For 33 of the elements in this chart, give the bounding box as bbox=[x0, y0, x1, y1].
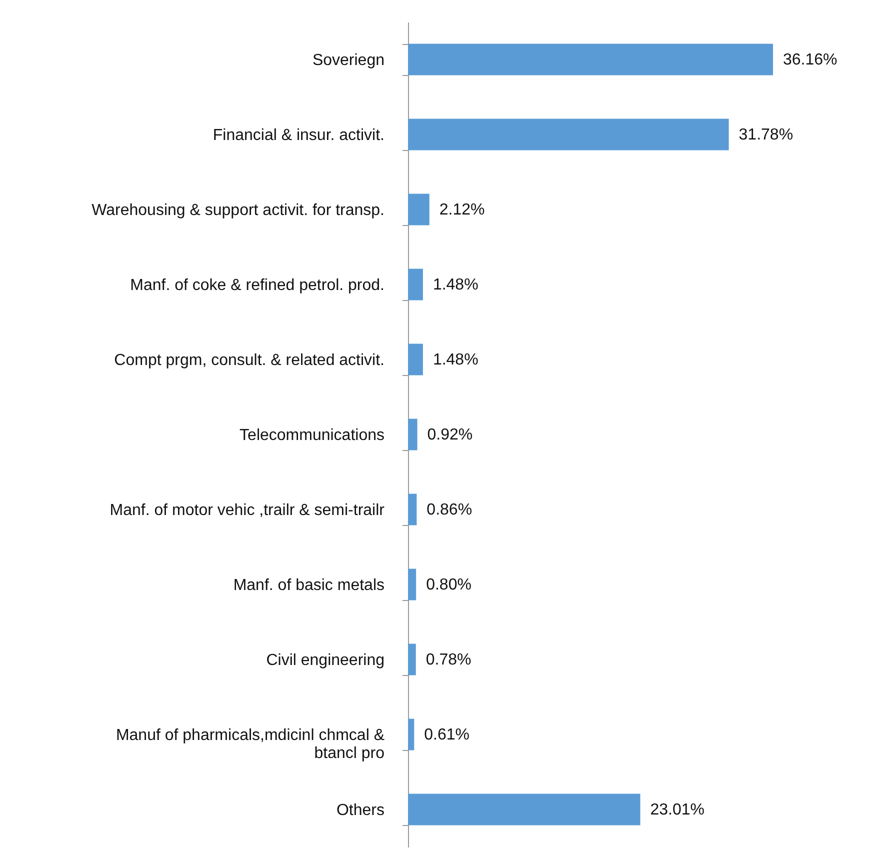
bar bbox=[408, 718, 414, 750]
y-tick-label: Telecommunications bbox=[240, 427, 384, 444]
y-tick-label: Financial & insur. activit. bbox=[212, 127, 384, 144]
y-tick-label: Manuf of pharmicals,mdicinl chmcal & btancl pro bbox=[116, 727, 385, 762]
y-tick-label: Manf. of coke & refined petrol. prod. bbox=[130, 277, 384, 294]
bar bbox=[408, 794, 640, 826]
bar bbox=[408, 44, 773, 76]
y-tick-label: Warehousing & support activit. for transp. bbox=[92, 202, 384, 219]
data-label: 2.12% bbox=[439, 202, 485, 218]
y-tick-label: Manf. of basic metals bbox=[233, 577, 384, 594]
data-label: 23.01% bbox=[650, 802, 705, 818]
data-label: 1.48% bbox=[432, 352, 478, 368]
bar bbox=[408, 418, 418, 450]
bar bbox=[408, 644, 416, 676]
data-label: 0.61% bbox=[424, 726, 470, 744]
bar bbox=[408, 268, 423, 300]
y-tick-label: Compt prgm, consult. & related activit. bbox=[114, 352, 384, 369]
data-label: 0.78% bbox=[426, 652, 472, 668]
data-label: 1.48% bbox=[432, 276, 478, 294]
bar bbox=[408, 118, 729, 150]
data-label: 0.86% bbox=[426, 502, 472, 518]
y-tick-label: Civil engineering bbox=[266, 652, 384, 669]
data-label: 36.16% bbox=[783, 52, 838, 68]
y-tick-label: Soveriegn bbox=[312, 52, 384, 69]
data-label: 31.78% bbox=[738, 126, 794, 144]
bar bbox=[408, 494, 417, 526]
data-label: 0.92% bbox=[427, 426, 473, 444]
y-tick-label: Manf. of motor vehic ,trailr & semi-trailr bbox=[110, 502, 386, 519]
y-tick-label: Others bbox=[336, 802, 384, 819]
data-label: 0.80% bbox=[426, 576, 472, 594]
bar bbox=[408, 344, 423, 376]
bar bbox=[408, 194, 430, 226]
bar bbox=[408, 568, 416, 600]
